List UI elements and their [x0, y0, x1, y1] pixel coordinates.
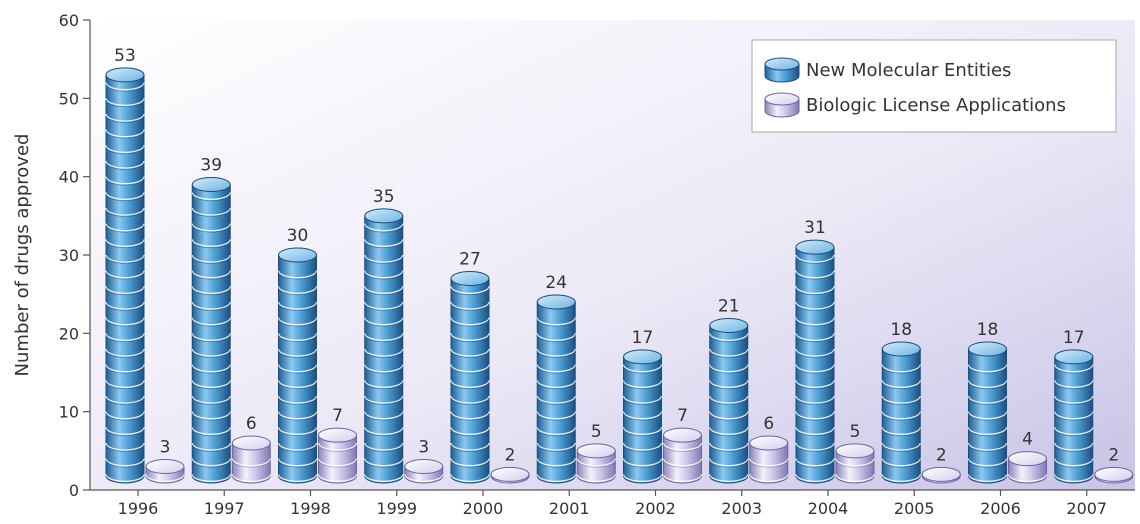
bar-bla-1999 — [404, 459, 444, 484]
bar-nme-1997 — [191, 177, 231, 484]
bar-nme-2000 — [450, 271, 490, 484]
legend-label-nme: New Molecular Entities — [806, 60, 1011, 81]
x-tick-label: 2006 — [980, 499, 1021, 518]
bar-nme-1999 — [364, 208, 404, 484]
x-tick-label: 2004 — [808, 499, 849, 518]
value-label-bla: 3 — [418, 438, 429, 458]
x-tick-label: 1997 — [204, 499, 245, 518]
legend: New Molecular Entities Biologic License … — [751, 39, 1117, 133]
bar-bla-1997 — [231, 435, 271, 484]
bar-nme-2006 — [967, 341, 1008, 484]
x-tick-label: 2001 — [549, 499, 590, 518]
bar-nme-2004 — [795, 239, 835, 484]
value-label-bla: 2 — [936, 445, 947, 465]
y-tick-label: 0 — [69, 481, 79, 500]
value-label-nme: 17 — [1063, 328, 1085, 348]
bar-bla-2004 — [835, 443, 875, 484]
value-label-bla: 6 — [246, 414, 257, 434]
value-label-nme: 21 — [718, 297, 740, 317]
x-tick-label: 1999 — [376, 499, 417, 518]
x-tick-label: 2005 — [894, 499, 935, 518]
bar-bla-2002 — [662, 427, 703, 484]
x-tick-label: 2007 — [1066, 499, 1107, 518]
value-label-nme: 17 — [632, 328, 654, 348]
value-label-bla: 4 — [1022, 430, 1033, 450]
y-tick-label: 60 — [59, 11, 79, 30]
bar-bla-2000 — [490, 466, 530, 484]
legend-box — [751, 39, 1117, 133]
value-label-bla: 3 — [160, 438, 171, 458]
value-label-bla: 5 — [591, 422, 602, 442]
value-label-bla: 7 — [332, 406, 343, 426]
bar-nme-1996 — [105, 67, 145, 484]
value-label-nme: 31 — [804, 218, 826, 238]
y-tick-label: 20 — [59, 324, 79, 343]
value-label-bla: 2 — [505, 445, 516, 465]
bar-bla-1996 — [145, 459, 185, 484]
x-tick-label: 1996 — [118, 499, 159, 518]
x-tick-label: 1998 — [290, 499, 331, 518]
bar-bla-2003 — [749, 435, 789, 484]
x-tick-label: 2002 — [635, 499, 676, 518]
bar-nme-1998 — [277, 247, 318, 484]
value-label-bla: 2 — [1108, 445, 1119, 465]
x-axis: 1996 1997 1998 1999 2000 2001 2002 2003 2004 2005… — [90, 489, 1135, 518]
bar-bla-2001 — [576, 443, 616, 484]
legend-swatch-bla — [764, 92, 800, 118]
value-label-nme: 27 — [459, 250, 481, 270]
x-tick-label: 2000 — [463, 499, 504, 518]
bar-nme-2001 — [536, 294, 576, 484]
value-label-nme: 24 — [545, 273, 567, 293]
y-tick-label: 30 — [59, 246, 79, 265]
legend-swatch-nme — [764, 57, 800, 83]
value-label-nme: 18 — [890, 320, 912, 340]
bar-bla-2007 — [1094, 466, 1134, 484]
x-tick-label: 2003 — [721, 499, 762, 518]
value-label-bla: 6 — [763, 414, 774, 434]
value-label-nme: 18 — [977, 320, 999, 340]
bars: 53 3 39 6 30 7 35 3 27 2 24 5 17 7 21 6 31 5 18 2 18 4 17 2 — [105, 46, 1134, 484]
y-axis: 0 10 20 30 40 50 60 — [59, 11, 91, 500]
y-tick-label: 10 — [59, 403, 79, 422]
bar-bla-1998 — [317, 427, 358, 484]
value-label-nme: 35 — [373, 187, 395, 207]
value-label-nme: 53 — [114, 46, 136, 66]
value-label-nme: 39 — [200, 156, 222, 176]
y-tick-label: 40 — [59, 168, 79, 187]
bar-nme-2002 — [622, 349, 663, 484]
value-label-bla: 7 — [677, 406, 688, 426]
y-axis-title: Number of drugs approved — [12, 134, 33, 377]
bar-bla-2005 — [921, 466, 961, 484]
bar-nme-2005 — [881, 341, 921, 484]
y-tick-label: 50 — [59, 89, 79, 108]
bar-bla-2006 — [1007, 451, 1048, 484]
legend-label-bla: Biologic License Applications — [806, 95, 1066, 116]
bar-nme-2007 — [1054, 349, 1094, 484]
value-label-bla: 5 — [850, 422, 861, 442]
bar-nme-2003 — [709, 318, 749, 484]
value-label-nme: 30 — [287, 226, 309, 246]
